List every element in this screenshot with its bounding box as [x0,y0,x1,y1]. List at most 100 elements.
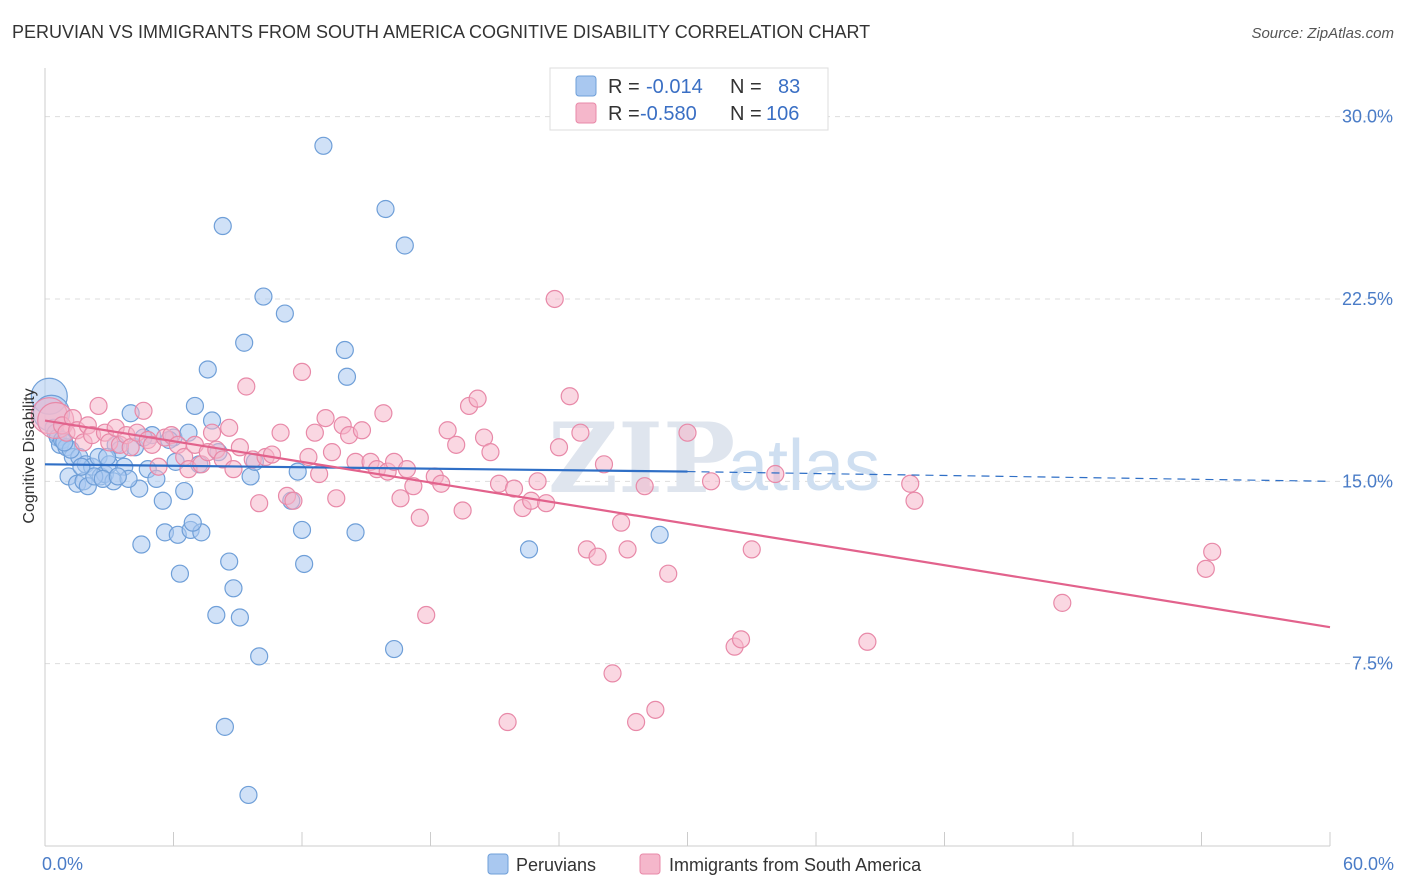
stats-n-value-2: 106 [766,103,799,125]
data-point [175,481,194,501]
data-point [404,477,423,496]
data-point [731,630,751,649]
data-point [134,401,153,420]
data-point [901,474,920,493]
stats-r-value-2: -0.580 [640,103,697,125]
data-point [327,489,346,508]
data-point [335,340,354,360]
data-point [417,605,436,625]
trend-line-extension [687,470,1331,482]
legend-label-immigrants: Immigrants from South America [669,855,922,875]
data-point [346,523,365,542]
watermark-atlas: atlas [728,426,880,506]
data-point [237,377,256,396]
data-point [316,409,335,428]
data-point [183,513,202,532]
watermark: ZIP atlas [548,402,880,515]
data-point [185,396,205,416]
trend-line [44,463,688,473]
data-point [618,540,637,559]
data-point [215,717,234,736]
data-point [1196,559,1215,578]
data-point [447,435,466,454]
stats-n-label-1: N = [730,76,762,98]
data-point [438,421,457,440]
data-point [588,547,607,566]
stats-swatch-immigrants [575,102,597,124]
data-point [594,455,614,474]
watermark-zip: ZIP [548,402,735,515]
y-tick-label: 7.5% [1352,654,1393,674]
y-tick-label: 30.0% [1342,107,1393,127]
data-point [132,535,151,554]
data-point [224,460,243,479]
data-point [250,494,269,513]
data-point [603,664,622,683]
data-point [571,423,590,442]
data-point [376,199,395,219]
data-point [322,443,342,462]
data-point [498,712,517,732]
y-tick-labels: 7.5% 15.0% 22.5% 30.0% [1342,107,1393,674]
data-point [858,632,877,651]
data-point [384,639,404,659]
data-point [742,540,761,559]
data-point [352,421,372,440]
series-legend: Peruvians Immigrants from South America [487,853,922,875]
y-tick-label: 22.5% [1342,289,1393,309]
data-point [612,513,631,532]
data-point [678,423,697,442]
data-point [504,479,524,498]
data-point [292,362,312,382]
data-point [337,367,357,386]
data-point [239,785,258,805]
data-point [646,700,665,719]
data-point [410,508,429,527]
data-point [275,304,294,323]
chart-title: PERUVIAN VS IMMIGRANTS FROM SOUTH AMERIC… [12,22,870,42]
y-axis-label: Cognitive Disability [21,388,38,523]
trend-line [44,419,1331,629]
data-point [766,464,785,484]
data-point [292,520,312,540]
data-point [659,564,678,583]
data-point [288,462,307,481]
data-point [254,287,273,306]
data-point [93,469,112,488]
legend-label-peruvians: Peruvians [516,855,596,875]
data-point [481,443,500,462]
data-point [395,236,414,255]
data-point [295,554,314,574]
data-point [519,540,539,559]
data-point [701,472,721,491]
stats-n-label-2: N = [730,103,762,125]
data-point [72,457,91,476]
data-point [489,474,509,493]
data-point [1053,593,1072,612]
data-point [207,605,226,625]
data-point [230,608,249,627]
data-point [453,501,472,520]
data-point [314,136,333,155]
data-point [202,423,222,442]
legend-swatch-immigrants [639,853,661,875]
data-point [635,477,654,496]
data-point [153,491,172,510]
x-tick-label-left: 0.0% [42,854,83,874]
data-point [220,552,239,571]
series-immigrants-points [30,289,1222,732]
data-point [468,389,487,408]
chart-source: Source: ZipAtlas.com [1251,25,1394,42]
stats-r-label-1: R = [608,76,640,98]
stats-r-value-1: -0.014 [646,76,703,98]
data-point [374,404,393,423]
data-point [262,445,282,464]
data-point [626,712,646,732]
data-point [560,387,579,406]
stats-n-value-1: 83 [778,76,800,98]
data-point [170,564,190,583]
data-point [391,489,410,508]
axes [44,68,1331,847]
x-tick-label-right: 60.0% [1343,854,1394,874]
